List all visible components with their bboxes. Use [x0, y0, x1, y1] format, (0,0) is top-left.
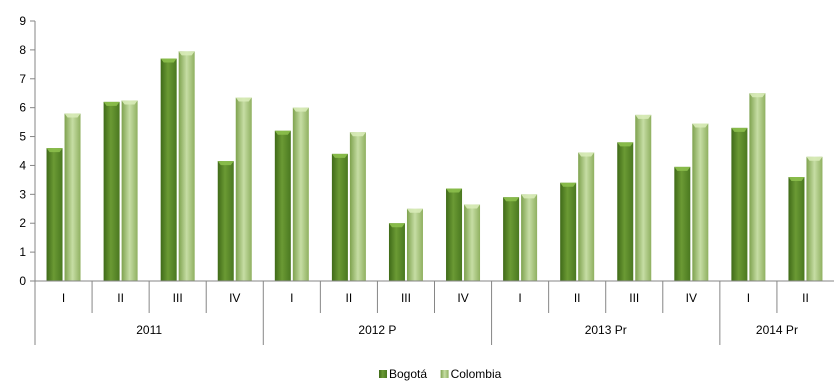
bar-colombia [578, 152, 595, 281]
y-tick-label: 9 [19, 14, 26, 28]
legend-swatch [440, 370, 449, 378]
bar-bogota [617, 142, 634, 281]
bar-top-bevel [806, 156, 823, 161]
legend: Bogotá Colombia [379, 367, 502, 381]
bar-bogota [46, 148, 63, 281]
x-tick-label-quarter: II [574, 291, 581, 305]
bar-top-bevel [578, 152, 595, 157]
bar-bogota [788, 177, 805, 281]
y-tick-label: 2 [19, 216, 26, 230]
legend-label: Bogotá [389, 367, 427, 381]
x-tick-label-quarter: IV [229, 291, 240, 305]
bar-top-bevel [331, 153, 348, 158]
bar-colombia [521, 194, 538, 281]
bar-colombia [749, 93, 766, 281]
bars [46, 51, 823, 282]
bar-top-bevel [560, 182, 577, 187]
legend-label: Colombia [451, 367, 502, 381]
x-tick-label-quarter: III [629, 291, 639, 305]
bar-top-bevel [121, 100, 138, 105]
y-tick-label: 0 [19, 274, 26, 288]
bar-colombia [806, 156, 823, 281]
x-tick-label-quarter: I [62, 291, 65, 305]
y-tick-label: 3 [19, 187, 26, 201]
bar-top-bevel [731, 127, 748, 132]
bar-top-bevel [103, 101, 120, 106]
bar-bogota [103, 101, 120, 281]
bar-top-bevel [160, 58, 177, 63]
bar-bogota [446, 188, 463, 281]
x-tick-label-year: 2011 [136, 323, 162, 337]
x-tick-label-quarter: II [802, 291, 809, 305]
y-tick-label: 8 [19, 43, 26, 57]
bar-bogota [217, 161, 234, 281]
bar-top-bevel [217, 161, 234, 166]
y-tick-label: 4 [19, 158, 26, 172]
bar-top-bevel [349, 132, 366, 137]
x-tick-label-year: 2012 P [358, 323, 396, 337]
bar-top-bevel [674, 166, 691, 171]
bar-top-bevel [388, 223, 405, 228]
bar-bogota [731, 127, 748, 281]
x-tick-label-quarter: III [173, 291, 183, 305]
bar-bogota [674, 166, 691, 281]
bar-colombia [64, 113, 81, 281]
x-tick-label-year: 2013 Pr [585, 323, 627, 337]
x-tick-label-year: 2014 Pr [756, 323, 798, 337]
bar-top-bevel [46, 148, 63, 153]
y-tick-label: 5 [19, 130, 26, 144]
bar-top-bevel [235, 97, 252, 102]
bar-bogota [160, 58, 177, 281]
bar-top-bevel [635, 114, 652, 119]
x-tick-label-quarter: IV [686, 291, 697, 305]
bar-bogota [388, 223, 405, 281]
x-tick-label-quarter: I [747, 291, 750, 305]
y-tick-label: 7 [19, 72, 26, 86]
y-axis: 0 1 2 3 4 5 6 7 8 9 [19, 14, 36, 288]
bar-top-bevel [446, 188, 463, 193]
bar-top-bevel [617, 142, 634, 147]
bar-bogota [331, 153, 348, 281]
x-tick-label-quarter: I [518, 291, 521, 305]
bar-colombia [406, 208, 423, 281]
y-tick-label: 1 [19, 245, 26, 259]
bar-bogota [503, 197, 520, 281]
bar-colombia [292, 107, 309, 282]
y-tick-label: 6 [19, 101, 26, 115]
bar-colombia [178, 51, 195, 282]
bar-top-bevel [406, 208, 423, 213]
bar-top-bevel [749, 93, 766, 98]
bar-top-bevel [64, 113, 81, 118]
x-tick-label-quarter: II [117, 291, 124, 305]
x-tick-label-quarter: II [346, 291, 353, 305]
bar-top-bevel [521, 194, 538, 199]
bar-top-bevel [503, 197, 520, 202]
x-tick-label-quarter: I [290, 291, 293, 305]
bar-colombia [464, 204, 481, 281]
bar-top-bevel [292, 107, 309, 112]
bar-colombia [635, 114, 652, 281]
bar-bogota [560, 182, 577, 281]
bar-colombia [692, 123, 709, 281]
bar-top-bevel [692, 123, 709, 128]
bar-colombia [349, 132, 366, 281]
bar-colombia [235, 97, 252, 281]
legend-swatch [379, 370, 387, 378]
bar-colombia [121, 100, 138, 281]
bar-bogota [274, 130, 291, 281]
bar-top-bevel [178, 51, 195, 56]
bar-top-bevel [788, 177, 805, 181]
bar-top-bevel [464, 204, 481, 209]
x-tick-label-quarter: IV [457, 291, 468, 305]
x-tick-label-quarter: III [401, 291, 411, 305]
bar-top-bevel [274, 130, 291, 135]
